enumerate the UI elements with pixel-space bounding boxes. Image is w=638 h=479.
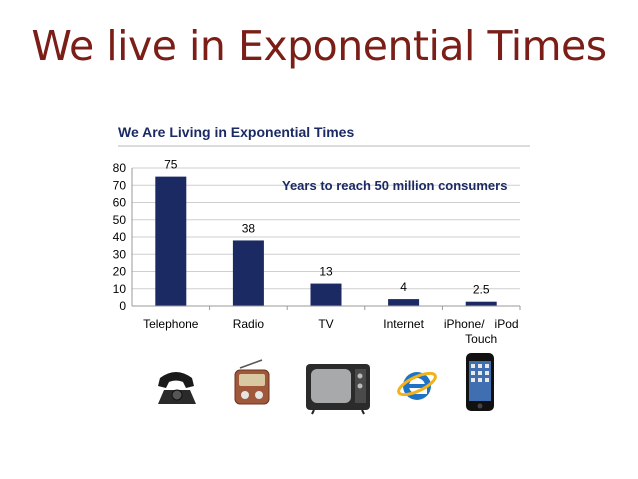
bar-2 [310,283,342,306]
chart-annotation: Years to reach 50 million consumers [282,178,507,193]
y-tick-label: 30 [113,247,127,261]
data-label: 2.5 [473,283,490,297]
tv-icon [306,364,370,415]
chart-title: We Are Living in Exponential Times [118,124,354,140]
y-tick-label: 10 [113,282,127,296]
internet-explorer-icon [397,371,437,400]
y-tick-label: 60 [113,196,127,210]
x-tick-label: iPhone/ iPod [444,317,519,331]
bar-1 [232,240,264,306]
y-tick-label: 70 [113,178,127,192]
y-tick-label: 40 [113,230,127,244]
y-tick-label: 50 [113,213,127,227]
y-tick-label: 80 [113,161,127,175]
x-tick-label: Touch [465,332,497,346]
bar-3 [388,299,420,306]
x-tick-label: Radio [233,317,265,331]
x-tick-label: TV [318,317,333,331]
x-tick-label: Telephone [143,317,199,331]
bar-0 [155,176,187,306]
data-labels: 75 38 13 4 2.5 [164,158,490,297]
gridlines [132,167,520,307]
y-tick-label: 0 [119,299,126,313]
y-axis: 0 10 20 30 40 50 60 70 80 [113,161,133,313]
radio-icon [234,359,270,405]
slide-title: We live in Exponential Times [31,22,607,70]
x-axis: Telephone Radio TV Internet iPhone/ iPodTouc… [132,305,521,346]
bars [155,176,497,306]
bar-4 [465,301,497,306]
x-tick-label: Internet [383,317,424,331]
data-label: 13 [319,265,333,279]
data-label: 4 [400,280,407,294]
data-label: 38 [242,221,256,235]
y-tick-label: 20 [113,265,127,279]
telephone-icon [158,372,196,404]
data-label: 75 [164,158,178,172]
iphone-icon [466,353,494,411]
